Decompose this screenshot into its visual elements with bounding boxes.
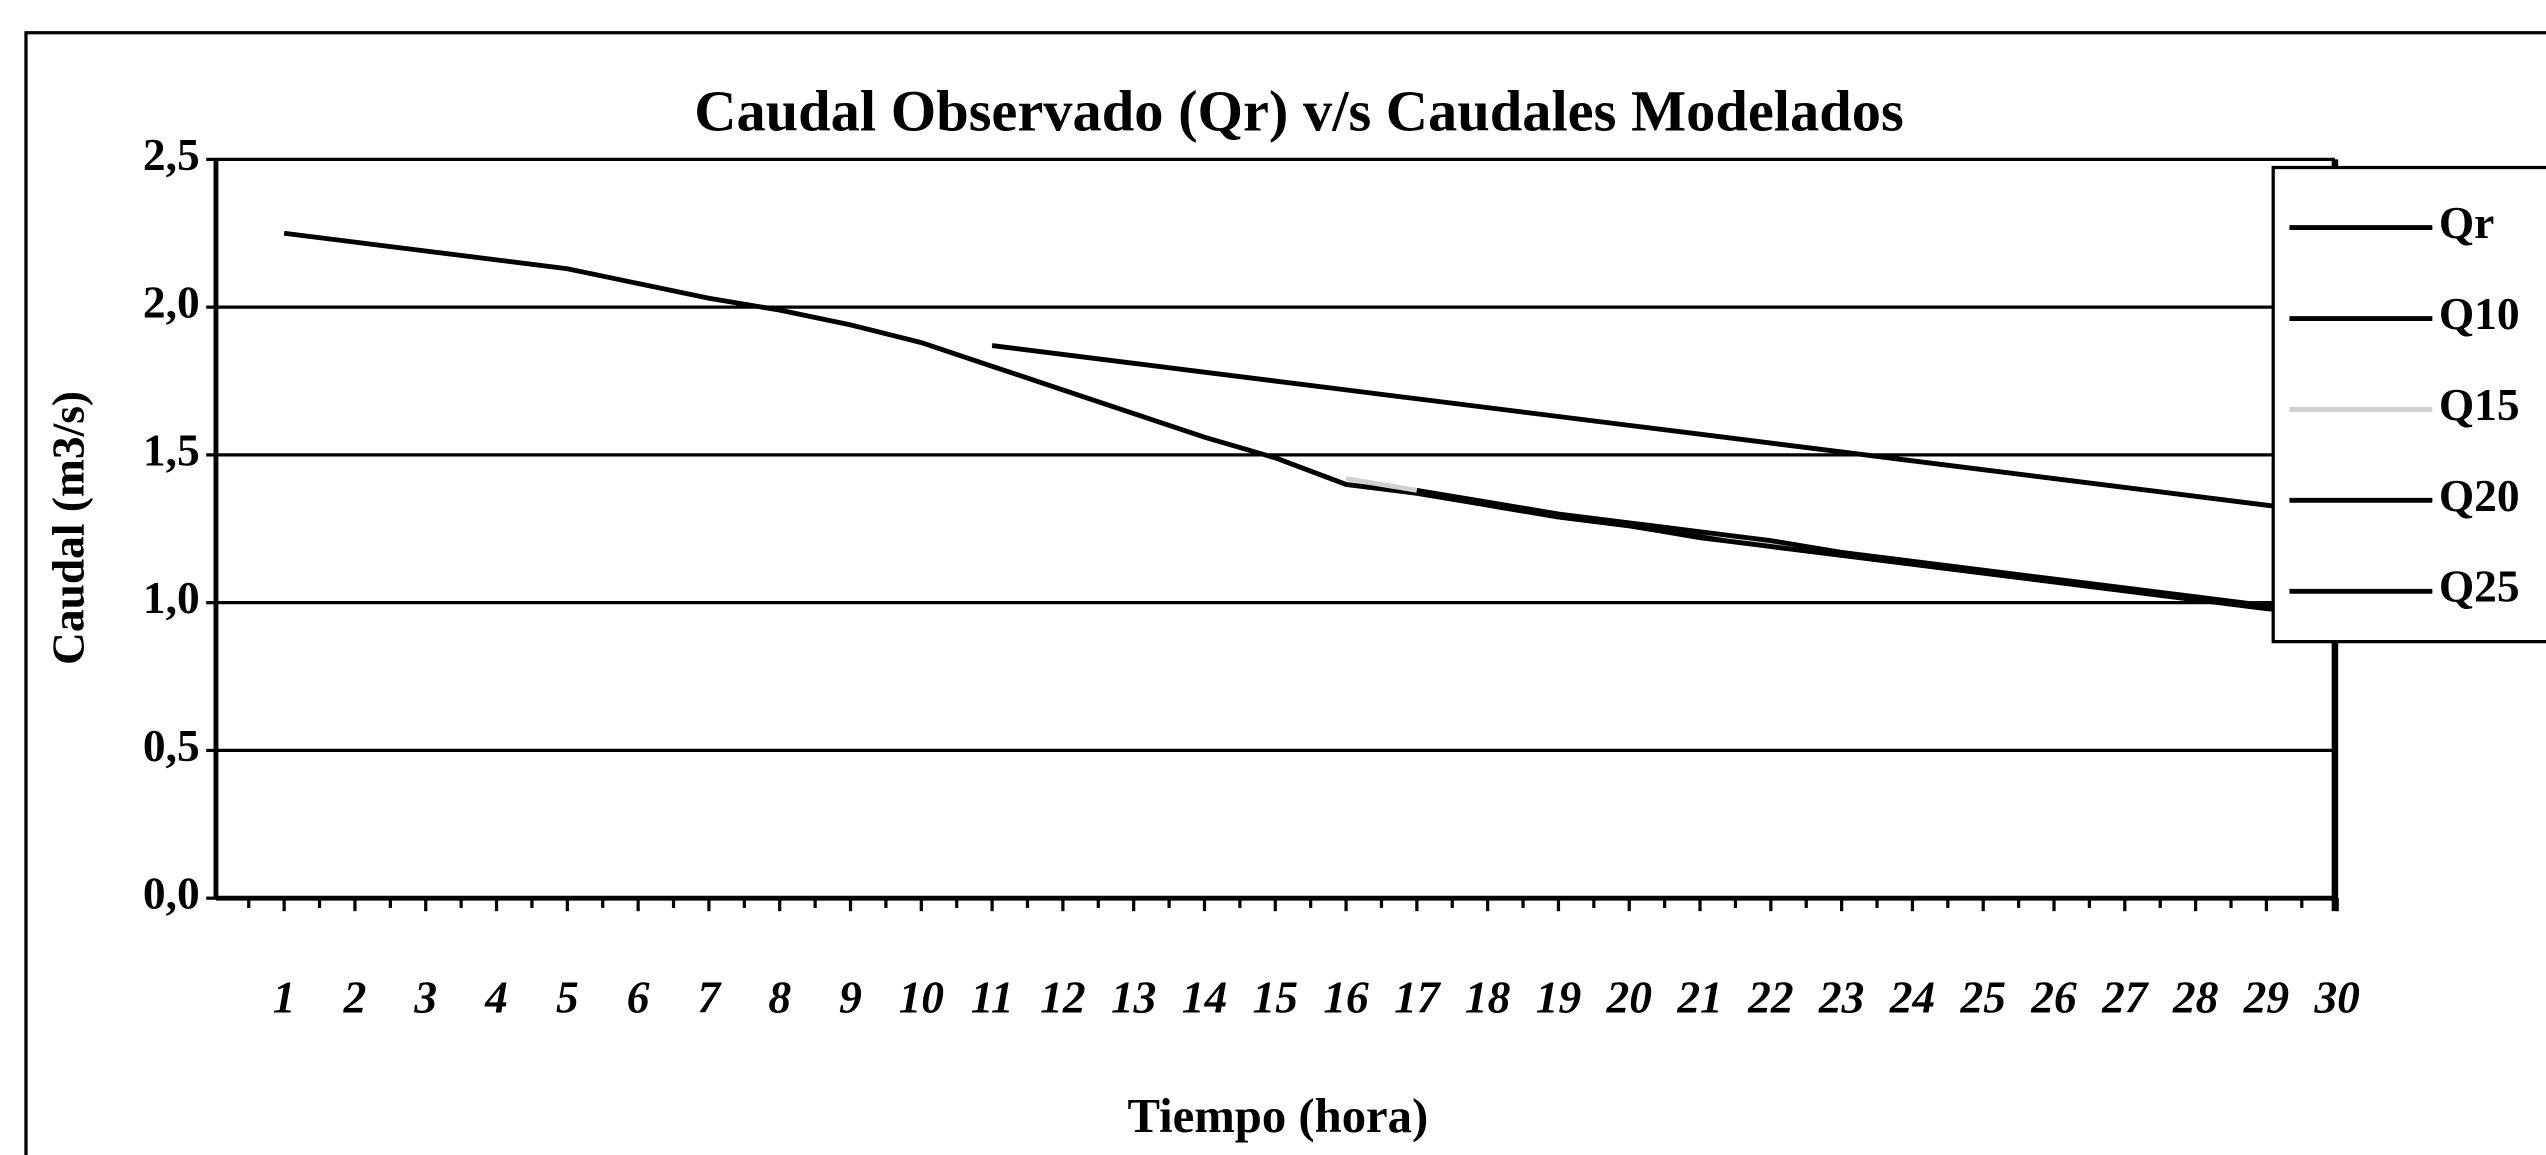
x-tick-label: 14	[1182, 972, 1227, 1023]
x-tick-label: 17	[1394, 972, 1442, 1023]
x-tick-label: 4	[484, 972, 508, 1023]
legend-label: Q25	[2439, 561, 2520, 612]
x-tick-label: 20	[1606, 972, 1652, 1023]
y-tick-label: 2,0	[143, 277, 200, 328]
x-tick-label: 23	[1818, 972, 1864, 1023]
series-line	[1416, 487, 2338, 617]
x-tick-label: 25	[1959, 972, 2005, 1023]
x-tick-label: 9	[839, 972, 862, 1023]
chart-title: Caudal Observado (Qr) v/s Caudales Model…	[694, 79, 1903, 144]
x-tick-label: 2	[343, 972, 367, 1023]
y-tick-label: 0,5	[143, 720, 200, 771]
x-tick-label: 7	[698, 972, 723, 1023]
x-tick-label: 5	[556, 972, 579, 1023]
y-axis-title: Caudal (m3/s)	[43, 391, 94, 665]
x-tick-label: 18	[1465, 972, 1511, 1023]
x-tick-label: 10	[899, 972, 944, 1023]
x-tick-label: 27	[2101, 972, 2150, 1023]
y-tick-label: 0,0	[143, 868, 200, 919]
x-tick-label: 30	[2313, 972, 2359, 1023]
x-tick-label: 15	[1253, 972, 1298, 1023]
x-tick-label: 16	[1323, 972, 1369, 1023]
legend-label: Q20	[2439, 470, 2520, 521]
series-line	[991, 343, 2338, 517]
legend-label: Q15	[2439, 379, 2520, 430]
x-tick-label: 26	[2030, 972, 2077, 1023]
x-tick-label: 6	[627, 972, 650, 1023]
x-tick-label: 28	[2172, 972, 2219, 1023]
series-line	[283, 230, 2338, 617]
x-tick-label: 12	[1040, 972, 1085, 1023]
y-tick-label: 1,0	[143, 572, 200, 623]
x-tick-label: 24	[1889, 972, 1935, 1023]
series-line	[1345, 476, 2338, 614]
y-tick-label: 1,5	[143, 424, 200, 475]
x-tick-label: 13	[1111, 972, 1156, 1023]
x-tick-label: 3	[413, 972, 437, 1023]
x-tick-label: 11	[971, 972, 1014, 1023]
series-line	[1416, 487, 2338, 614]
x-tick-label: 21	[1676, 972, 1722, 1023]
x-tick-label: 8	[768, 972, 791, 1023]
x-tick-label: 19	[1536, 972, 1581, 1023]
legend-label: Qr	[2439, 197, 2495, 248]
x-tick-label: 1	[273, 972, 296, 1023]
chart-frame	[24, 31, 2546, 1155]
legend-box	[2271, 165, 2546, 644]
legend-label: Q10	[2439, 288, 2520, 339]
x-axis-title: Tiempo (hora)	[1127, 1089, 1428, 1143]
x-tick-label: 29	[2243, 972, 2289, 1023]
y-tick-label: 2,5	[143, 129, 200, 180]
x-tick-label: 22	[1747, 972, 1793, 1023]
